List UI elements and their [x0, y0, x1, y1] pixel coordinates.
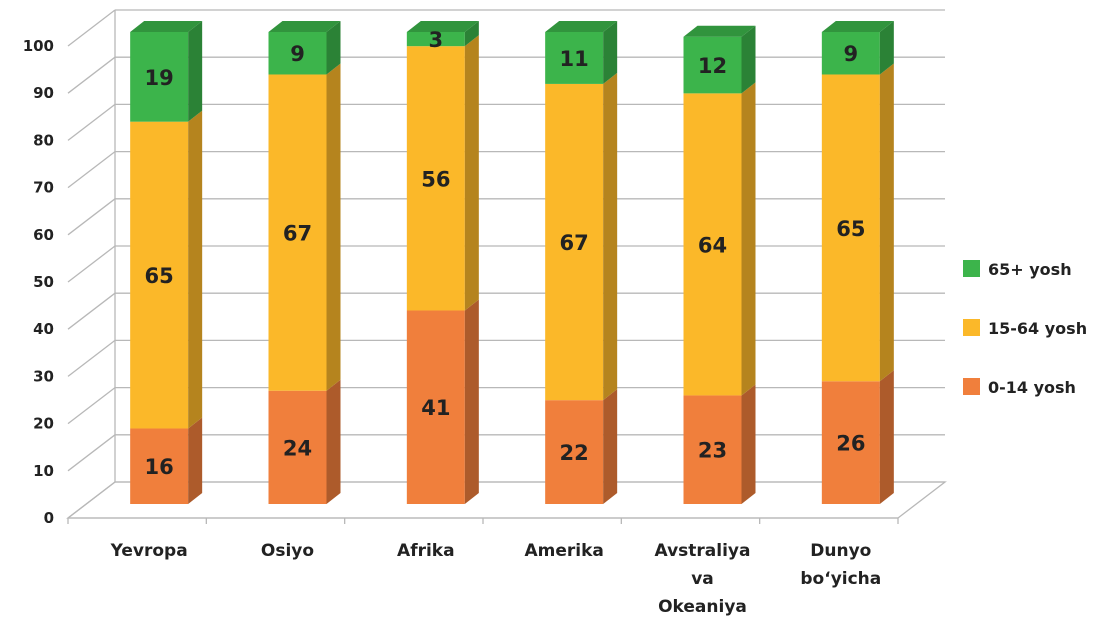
legend-swatch-1	[963, 319, 980, 336]
bar-side-0-14-yosh-5	[879, 370, 894, 504]
category-label-3-0: Amerika	[524, 541, 603, 561]
bar-0-14-yosh-4	[683, 395, 742, 504]
bar-top-5	[821, 21, 894, 32]
y-tick-label-40: 40	[33, 320, 54, 338]
bar-0-14-yosh-5	[821, 381, 880, 504]
bar-side-0-14-yosh-1	[326, 379, 341, 504]
y-tick-label-60: 60	[33, 226, 54, 244]
y-tick-label-30: 30	[33, 367, 54, 385]
data-label-0-14-yosh-2: 41	[421, 396, 450, 420]
data-label-0-14-yosh-1: 24	[283, 436, 312, 460]
wall-line-80	[67, 103, 116, 141]
y-tick-label-70: 70	[33, 179, 54, 197]
bar-15-64-yosh-2	[406, 46, 465, 311]
bar-0-14-yosh-3	[545, 400, 604, 504]
bar-65-yosh-3	[545, 32, 604, 84]
data-label-15-64-yosh-1: 67	[283, 222, 312, 246]
category-label-4-2: Okeaniya	[658, 597, 747, 617]
data-label-65-yosh-3: 11	[560, 47, 589, 71]
bar-0-14-yosh-1	[268, 390, 327, 504]
bar-side-0-14-yosh-4	[741, 384, 756, 504]
bar-top-3	[545, 21, 618, 32]
data-label-15-64-yosh-3: 67	[560, 231, 589, 255]
bar-side-15-64-yosh-4	[741, 82, 756, 396]
wall-line-10	[67, 434, 116, 472]
bar-side-65-yosh-5	[879, 21, 894, 75]
category-label-1-0: Osiyo	[261, 541, 314, 561]
bar-side-15-64-yosh-5	[879, 63, 894, 382]
category-label-2-0: Afrika	[397, 541, 455, 561]
bar-top-0	[130, 21, 203, 32]
bar-65-yosh-1	[268, 32, 327, 75]
legend-swatch-0	[963, 260, 980, 277]
data-label-15-64-yosh-2: 56	[421, 167, 450, 191]
bar-side-65-yosh-0	[188, 21, 203, 122]
bar-15-64-yosh-1	[268, 74, 327, 391]
bar-side-0-14-yosh-2	[464, 299, 479, 504]
bar-side-15-64-yosh-0	[188, 110, 203, 429]
category-label-4-0: Avstraliya	[655, 541, 751, 561]
bar-0-14-yosh-0	[130, 428, 189, 504]
y-tick-label-80: 80	[33, 131, 54, 149]
category-label-0-0: Yevropa	[110, 541, 188, 561]
bar-15-64-yosh-3	[545, 83, 604, 401]
y-tick-label-100: 100	[23, 37, 54, 55]
bar-side-65-yosh-3	[603, 21, 618, 84]
y-tick-label-10: 10	[33, 462, 54, 480]
bar-side-65-yosh-1	[326, 21, 341, 75]
data-label-0-14-yosh-4: 23	[698, 439, 727, 463]
bar-side-15-64-yosh-2	[464, 35, 479, 311]
data-label-65-yosh-5: 9	[844, 42, 859, 66]
wall-line-60	[67, 198, 116, 236]
bar-15-64-yosh-5	[821, 74, 880, 382]
bar-side-0-14-yosh-0	[188, 417, 203, 504]
data-label-0-14-yosh-5: 26	[836, 432, 865, 456]
bar-65-yosh-0	[130, 32, 189, 122]
wall-line-20	[67, 387, 116, 425]
wall-line-30	[67, 339, 116, 377]
data-label-65-yosh-1: 9	[290, 42, 305, 66]
y-tick-label-0: 0	[44, 509, 54, 527]
wall-line-70	[67, 151, 116, 189]
data-label-15-64-yosh-5: 65	[836, 217, 865, 241]
wall-line-100	[67, 9, 116, 47]
bar-side-65-yosh-2	[464, 21, 479, 47]
data-label-65-yosh-2: 3	[429, 28, 444, 52]
category-label-5-0: Dunyo	[810, 541, 871, 561]
legend-swatch-2	[963, 378, 980, 395]
y-tick-label-20: 20	[33, 415, 54, 433]
wall-line-50	[67, 245, 116, 283]
legend-label-0: 65+ yosh	[988, 260, 1072, 279]
bar-65-yosh-2	[406, 32, 465, 47]
legend-label-1: 15-64 yosh	[988, 319, 1087, 338]
bar-side-15-64-yosh-3	[603, 72, 618, 401]
bar-15-64-yosh-4	[683, 93, 742, 396]
bar-0-14-yosh-2	[406, 310, 465, 504]
bar-15-64-yosh-0	[130, 121, 189, 429]
bar-top-2	[406, 21, 479, 32]
wall-line-90	[67, 56, 116, 94]
category-label-5-1: bo‘yicha	[800, 569, 881, 589]
data-label-0-14-yosh-0: 16	[145, 455, 174, 479]
category-label-4-1: va	[691, 569, 714, 589]
data-label-65-yosh-0: 19	[145, 66, 174, 90]
wall-line-40	[67, 292, 116, 330]
legend-label-2: 0-14 yosh	[988, 378, 1076, 397]
bar-side-0-14-yosh-3	[603, 389, 618, 504]
bar-side-15-64-yosh-1	[326, 63, 341, 391]
bar-65-yosh-4	[683, 36, 742, 94]
bar-top-1	[268, 21, 341, 32]
y-tick-label-90: 90	[33, 84, 54, 102]
data-label-65-yosh-4: 12	[698, 54, 727, 78]
bar-65-yosh-5	[821, 32, 880, 75]
bar-side-65-yosh-4	[741, 25, 756, 94]
data-label-15-64-yosh-4: 64	[698, 233, 727, 257]
bar-top-4	[683, 25, 756, 37]
data-label-15-64-yosh-0: 65	[145, 264, 174, 288]
y-tick-label-50: 50	[33, 273, 54, 291]
data-label-0-14-yosh-3: 22	[560, 441, 589, 465]
